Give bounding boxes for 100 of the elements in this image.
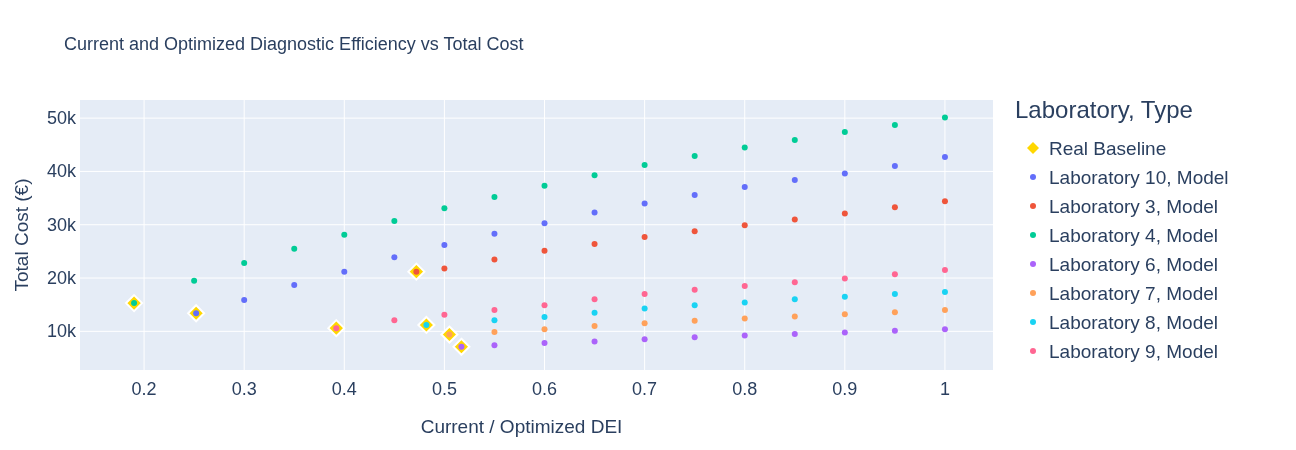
point: [641, 336, 648, 343]
x-tick-label: 0.3: [231, 379, 257, 399]
x-tick-label: 0.8: [732, 379, 758, 399]
point: [591, 309, 598, 316]
point: [791, 176, 798, 183]
point: [391, 254, 398, 261]
point: [691, 317, 698, 324]
point: [691, 228, 698, 235]
point: [341, 231, 348, 238]
x-tick-label: 0.2: [131, 379, 157, 399]
legend-label: Laboratory 8, Model: [1049, 312, 1218, 333]
point: [691, 152, 698, 159]
x-tick-label: 0.5: [431, 379, 457, 399]
x-tick-label: 0.4: [331, 379, 357, 399]
point: [291, 281, 298, 288]
point: [791, 296, 798, 303]
point: [891, 327, 898, 334]
point: [541, 302, 548, 309]
y-tick-label: 20k: [46, 268, 77, 289]
point: [891, 122, 898, 129]
point: [741, 183, 748, 190]
point: [741, 315, 748, 322]
point: [641, 305, 648, 312]
point: [591, 209, 598, 216]
point: [741, 144, 748, 151]
point: [941, 326, 948, 333]
point: [841, 275, 848, 282]
point: [941, 114, 948, 121]
point: [491, 342, 498, 349]
y-tick-label: 40k: [46, 161, 77, 182]
point: [841, 210, 848, 217]
point: [841, 293, 848, 300]
point: [891, 309, 898, 316]
point: [841, 329, 848, 336]
point: [491, 328, 498, 335]
point: [841, 311, 848, 318]
point: [791, 216, 798, 223]
point: [891, 271, 898, 278]
point: [541, 182, 548, 189]
point: [191, 277, 198, 284]
point: [241, 260, 248, 267]
point: [641, 200, 648, 207]
point: [741, 299, 748, 306]
legend-label: Laboratory 10, Model: [1049, 167, 1229, 188]
point: [941, 288, 948, 295]
point: [841, 128, 848, 135]
point: [941, 267, 948, 274]
point: [391, 317, 398, 324]
point: [641, 291, 648, 298]
point: [541, 326, 548, 333]
legend-title: Laboratory, Type: [1015, 96, 1193, 123]
legend-label: Laboratory 3, Model: [1049, 196, 1218, 217]
point: [741, 222, 748, 229]
point: [441, 311, 448, 318]
point: [591, 296, 598, 303]
point: [241, 296, 248, 303]
point: [691, 334, 698, 341]
legend-label: Laboratory 7, Model: [1049, 283, 1218, 304]
point: [591, 172, 598, 179]
point: [891, 163, 898, 170]
point: [691, 302, 698, 309]
x-tick-label: 0.7: [632, 379, 658, 399]
legend-label: Laboratory 6, Model: [1049, 254, 1218, 275]
point: [491, 317, 498, 324]
legend-label: Real Baseline: [1049, 138, 1167, 159]
point: [541, 313, 548, 320]
y-tick-label: 10k: [46, 321, 77, 342]
point: [491, 194, 498, 201]
point: [691, 191, 698, 198]
point: [741, 332, 748, 339]
y-tick-label: 30k: [46, 214, 77, 235]
x-tick-label: 0.9: [832, 379, 858, 399]
point: [591, 240, 598, 247]
point: [641, 320, 648, 327]
point: [791, 279, 798, 286]
x-tick-label: 0.6: [531, 379, 558, 399]
point: [891, 204, 898, 211]
point: [591, 323, 598, 330]
point: [491, 256, 498, 263]
point: [941, 154, 948, 161]
point: [791, 313, 798, 320]
point: [591, 338, 598, 345]
point: [441, 242, 448, 248]
point: [441, 205, 448, 212]
point: [441, 265, 448, 272]
point: [941, 307, 948, 314]
chart-title: Current and Optimized Diagnostic Efficiency vs Total Cost: [64, 34, 524, 54]
point: [841, 170, 848, 177]
point: [891, 291, 898, 298]
point: [741, 283, 748, 290]
point: [791, 136, 798, 143]
point: [641, 162, 648, 169]
point: [641, 234, 648, 240]
point: [391, 218, 398, 225]
point: [541, 220, 548, 227]
point: [791, 331, 798, 338]
legend-label: Laboratory 4, Model: [1049, 225, 1218, 246]
point: [491, 230, 498, 237]
legend-label: Laboratory 9, Model: [1049, 341, 1218, 362]
x-axis-title: Current / Optimized DEI: [420, 416, 623, 437]
